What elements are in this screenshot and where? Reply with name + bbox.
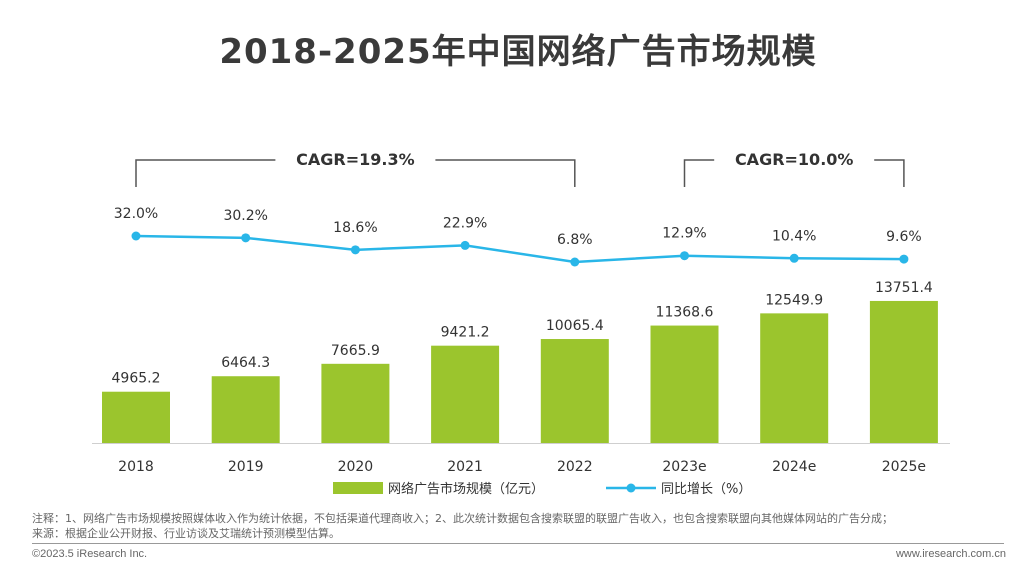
bar-value-label: 13751.4: [875, 280, 933, 296]
chart-note: 注释：1、网络广告市场规模按照媒体收入作为统计依据，不包括渠道代理商收入；2、此…: [32, 512, 893, 525]
bar-value-label: 11368.6: [656, 305, 714, 321]
growth-label: 10.4%: [772, 228, 816, 244]
bar: [102, 391, 170, 443]
website-link[interactable]: www.iresearch.com.cn: [895, 548, 1006, 560]
growth-label: 32.0%: [114, 206, 158, 222]
bar-value-label: 10065.4: [546, 318, 604, 334]
legend-line-marker: [626, 483, 636, 493]
bar: [869, 300, 938, 443]
copyright: ©2023.5 iResearch Inc.: [32, 548, 148, 560]
cagr-bracket: [683, 159, 715, 187]
growth-point: [460, 240, 470, 250]
cagr-label: CAGR=10.0%: [735, 150, 854, 169]
bar-value-label: 9421.2: [441, 325, 490, 341]
bar: [211, 376, 280, 443]
chart-title: 2018-2025年中国网络广告市场规模: [219, 32, 817, 72]
growth-point: [789, 253, 799, 263]
cagr-bracket: [435, 159, 576, 187]
bar-value-label: 6464.3: [221, 355, 270, 371]
x-tick-label: 2020: [338, 459, 374, 475]
cagr-bracket: [135, 159, 276, 187]
bar: [431, 345, 500, 443]
bar-value-label: 12549.9: [765, 292, 823, 308]
growth-label: 22.9%: [443, 215, 487, 231]
bar: [540, 339, 609, 443]
growth-point: [680, 251, 689, 261]
bar: [650, 325, 719, 443]
legend-bar-swatch: [333, 482, 383, 494]
legend-line-label: 同比增长（%）: [661, 482, 751, 497]
x-tick-label: 2022: [557, 459, 593, 475]
x-tick-label: 2018: [118, 459, 154, 475]
growth-point: [350, 245, 360, 255]
bar-value-label: 7665.9: [331, 343, 380, 359]
growth-label: 9.6%: [886, 229, 922, 245]
growth-label: 6.8%: [557, 232, 593, 248]
bar-value-label: 4965.2: [112, 371, 161, 387]
cagr-label: CAGR=19.3%: [296, 150, 415, 169]
chart: 4965.2 2018 6464.3 2019 7665.9 2020 9421.2 2021…: [92, 150, 950, 497]
bar: [321, 363, 390, 443]
growth-point: [131, 231, 141, 241]
bar: [760, 313, 829, 443]
chart-source: 来源：根据企业公开财报、行业访谈及艾瑞统计预测模型估算。: [32, 527, 340, 540]
x-tick-label: 2023e: [662, 459, 706, 475]
x-tick-label: 2024e: [772, 459, 816, 475]
growth-label: 18.6%: [333, 220, 377, 236]
x-tick-label: 2019: [228, 459, 264, 475]
footer-divider: [32, 543, 1004, 544]
x-tick-label: 2021: [447, 459, 483, 475]
growth-point: [899, 254, 909, 264]
cagr-bracket: [874, 159, 905, 187]
growth-point: [570, 257, 580, 267]
growth-point: [241, 233, 251, 243]
legend-bar-label: 网络广告市场规模（亿元）: [388, 481, 544, 497]
growth-line: [135, 234, 904, 264]
x-tick-label: 2025e: [882, 459, 926, 475]
growth-label: 12.9%: [662, 226, 706, 242]
growth-label: 30.2%: [223, 208, 267, 224]
